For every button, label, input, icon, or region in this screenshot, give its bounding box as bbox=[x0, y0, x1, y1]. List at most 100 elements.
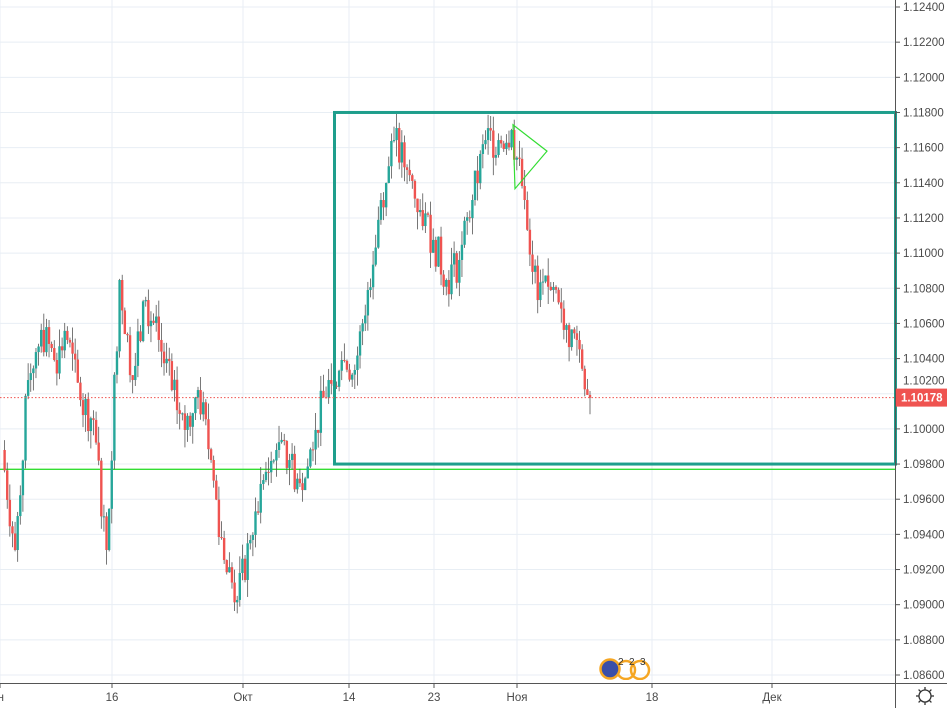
candle-body bbox=[499, 140, 503, 144]
candle-body bbox=[222, 537, 226, 561]
candle-body bbox=[330, 380, 333, 384]
candle-body bbox=[481, 144, 485, 154]
candle-body bbox=[13, 533, 17, 551]
candle-body bbox=[526, 200, 529, 230]
candle-body bbox=[494, 154, 498, 158]
economic-events-marker[interactable]: 2 2 3 bbox=[598, 656, 662, 681]
candle-body bbox=[131, 375, 134, 381]
candle-body bbox=[319, 390, 323, 433]
candle-body bbox=[121, 280, 124, 311]
y-tick-label: 1.10200 bbox=[903, 376, 945, 388]
last-price-badge bbox=[896, 388, 947, 407]
time-axis[interactable]: н 16 Окт 14 23 Ноя 18 Дек bbox=[0, 683, 783, 704]
candle-body bbox=[502, 143, 505, 149]
y-tick-label: 1.11000 bbox=[903, 248, 944, 260]
candle-body bbox=[573, 329, 576, 334]
candle-body bbox=[546, 275, 550, 287]
event-count: 2 bbox=[629, 657, 635, 668]
candle-body bbox=[256, 511, 260, 513]
candle-body bbox=[53, 348, 56, 360]
candle-body bbox=[541, 281, 545, 283]
candle-body bbox=[505, 142, 508, 149]
candle-body bbox=[439, 236, 443, 275]
candle-body bbox=[371, 264, 375, 288]
candle-body bbox=[136, 331, 140, 366]
candle-body bbox=[348, 369, 351, 380]
candle-body bbox=[369, 287, 372, 291]
candle-body bbox=[254, 511, 257, 535]
candle-body bbox=[296, 478, 299, 490]
candle-body bbox=[19, 495, 22, 517]
candle-body bbox=[479, 153, 482, 184]
candle-body bbox=[141, 301, 145, 342]
candle-body bbox=[460, 244, 464, 260]
candle-body bbox=[175, 379, 179, 411]
candle-body bbox=[379, 200, 383, 220]
candle-body bbox=[202, 402, 205, 415]
candle-body bbox=[170, 361, 174, 391]
candle-body bbox=[549, 286, 552, 291]
candle-body bbox=[194, 397, 197, 414]
y-tick-label: 1.09200 bbox=[903, 565, 945, 577]
candle-body bbox=[105, 516, 108, 551]
gear-icon[interactable] bbox=[913, 684, 937, 708]
candle-body bbox=[97, 442, 100, 461]
candle-body bbox=[317, 429, 320, 433]
candle-body bbox=[489, 128, 492, 131]
candle-body bbox=[484, 140, 487, 145]
candle-body bbox=[76, 359, 79, 383]
candle-body bbox=[199, 390, 202, 415]
candle-body bbox=[301, 483, 304, 491]
candle-body bbox=[377, 219, 380, 248]
candle-body bbox=[238, 572, 242, 600]
candle-body bbox=[230, 567, 234, 583]
candle-body bbox=[183, 413, 187, 430]
candle-body bbox=[554, 286, 558, 290]
candle-body bbox=[6, 470, 9, 500]
candle-body bbox=[58, 346, 61, 374]
x-tick-label: Ноя bbox=[507, 692, 528, 704]
candle-body bbox=[528, 229, 532, 255]
x-tick-label: н bbox=[0, 692, 4, 704]
candle-body bbox=[225, 560, 228, 573]
candle-body bbox=[217, 499, 221, 538]
event-count: 3 bbox=[640, 657, 646, 668]
candle-body bbox=[107, 508, 111, 551]
candle-body bbox=[426, 213, 430, 215]
candle-body bbox=[580, 349, 584, 369]
candle-body bbox=[188, 415, 192, 427]
candle-body bbox=[418, 210, 422, 213]
candle-body bbox=[269, 460, 273, 473]
candle-body bbox=[416, 198, 419, 213]
candle-body bbox=[306, 466, 309, 479]
candle-body bbox=[518, 157, 521, 159]
candle-body bbox=[562, 308, 566, 330]
candle-body bbox=[364, 315, 367, 324]
candle-body bbox=[45, 327, 48, 353]
candle-body bbox=[413, 180, 417, 199]
candle-body bbox=[408, 169, 411, 176]
candle-body bbox=[191, 413, 194, 427]
candle-body bbox=[207, 419, 210, 450]
y-tick-label: 1.09000 bbox=[903, 600, 945, 612]
candle-body bbox=[26, 380, 30, 396]
candle-body bbox=[55, 359, 59, 374]
candle-body bbox=[267, 471, 270, 473]
candle-body bbox=[567, 325, 571, 348]
candle-body bbox=[236, 599, 239, 603]
candle-body bbox=[37, 346, 40, 353]
candle-body bbox=[243, 558, 247, 580]
y-tick-label: 1.12200 bbox=[903, 37, 945, 49]
candle-body bbox=[47, 327, 51, 344]
event-count: 2 bbox=[618, 657, 624, 668]
candle-body bbox=[450, 264, 453, 295]
price-axis[interactable]: 1.12400 1.12200 1.12000 1.11800 1.11600 1.114… bbox=[895, 2, 945, 682]
candle-body bbox=[204, 402, 208, 420]
y-tick-label: 1.11600 bbox=[903, 143, 944, 155]
candle-body bbox=[21, 460, 25, 496]
x-tick-label: 14 bbox=[343, 692, 356, 704]
candle-body bbox=[350, 374, 354, 380]
candle-body bbox=[552, 286, 555, 291]
candle-body bbox=[424, 213, 427, 227]
